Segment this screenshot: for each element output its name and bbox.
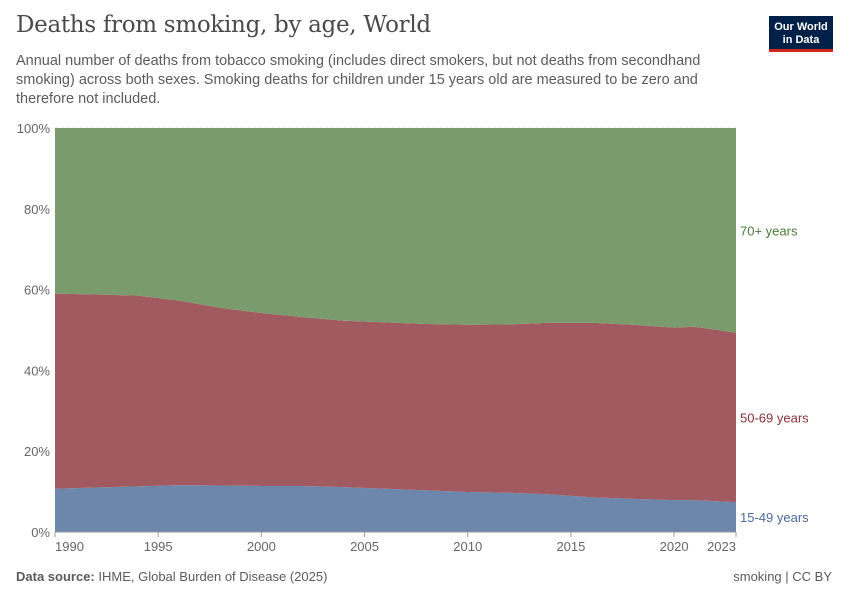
y-tick-label: 80% [24, 202, 50, 217]
area-70-years [55, 128, 736, 333]
x-tick-label: 2000 [247, 539, 276, 554]
legend-label: 70+ years [740, 223, 798, 238]
area-15-49-years [55, 485, 736, 532]
data-source: Data source: IHME, Global Burden of Dise… [16, 569, 327, 584]
area-50-69-years [55, 293, 736, 503]
chart-subtitle: Annual number of deaths from tobacco smo… [16, 53, 701, 107]
y-tick-label: 0% [31, 525, 50, 540]
source-text[interactable]: IHME, Global Burden of Disease (2025) [98, 569, 328, 584]
chart-title: Deaths from smoking, by age, World [16, 12, 431, 38]
x-tick-label: 2020 [660, 539, 689, 554]
x-tick-label: 2015 [556, 539, 585, 554]
source-label: Data source: [16, 569, 95, 584]
license[interactable]: smoking | CC BY [733, 569, 832, 584]
y-tick-label: 40% [24, 363, 50, 378]
legend-label: 15-49 years [740, 510, 809, 525]
x-tick-label: 2005 [350, 539, 379, 554]
owid-logo[interactable]: Our World in Data [769, 16, 833, 52]
legend-label: 50-69 years [740, 410, 809, 425]
y-tick-label: 20% [24, 444, 50, 459]
x-tick-label: 2010 [453, 539, 482, 554]
y-tick-label: 60% [24, 283, 50, 298]
y-tick-label: 100% [17, 121, 51, 136]
x-tick-label: 1990 [55, 539, 84, 554]
x-tick-label: 1995 [144, 539, 173, 554]
x-tick-label: 2023 [707, 539, 736, 554]
